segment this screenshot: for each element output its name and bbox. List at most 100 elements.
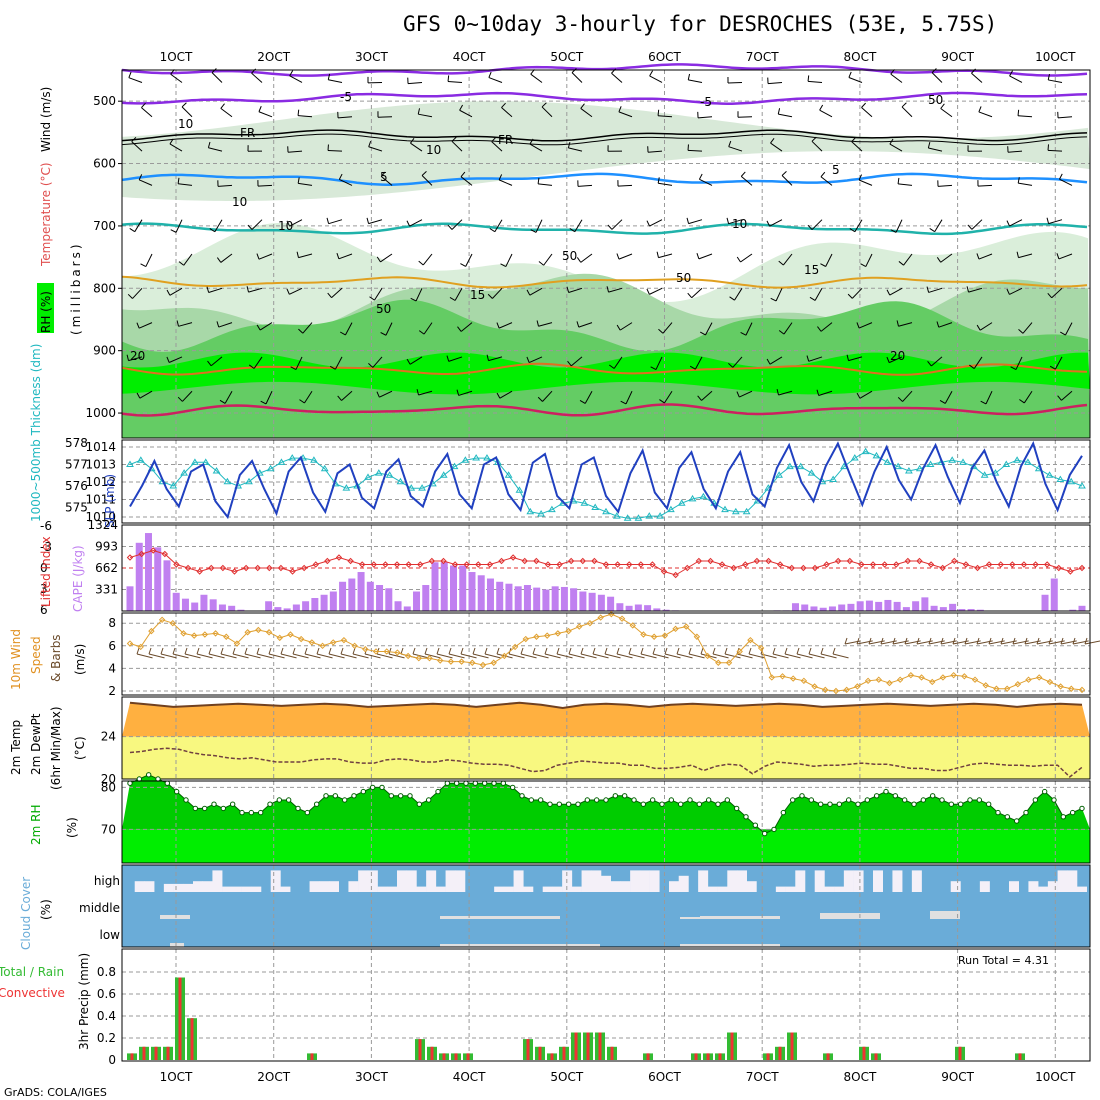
wind-barb — [465, 253, 473, 267]
precip-convective-bar — [874, 1053, 878, 1060]
wind-speed-point — [618, 615, 626, 622]
wind-barb — [782, 253, 793, 266]
wind-barb-feather — [410, 297, 417, 302]
wind-barb-feather — [219, 399, 226, 404]
cape-bar — [607, 596, 615, 611]
wind-speed-point — [832, 687, 840, 695]
wind-speed-point — [961, 673, 968, 680]
wind-barb-feather — [299, 399, 305, 404]
lifted-index-point — [684, 564, 691, 572]
rh2m-series-point — [939, 797, 945, 803]
thickness-line-point — [1002, 460, 1011, 467]
surface-barb — [736, 653, 753, 659]
lifted-index-point — [1032, 561, 1039, 568]
precip-convective-bar — [706, 1053, 710, 1060]
surface-barb — [172, 653, 189, 659]
wind-barb-feather — [890, 229, 897, 233]
wind-barb — [380, 253, 393, 263]
thickness-line-point — [905, 466, 913, 474]
slp-thickness-panel: 1014 1013 1012 1011 1010 578 577 576 575 1000~50… — [29, 344, 1091, 528]
wind-frame — [121, 612, 1091, 696]
lifted-index-point — [161, 550, 169, 558]
lifted-index-point — [846, 557, 854, 565]
wind-barb-feather — [980, 400, 987, 405]
wind-barb-feather — [770, 137, 775, 144]
precip-convective-bar — [154, 1046, 158, 1060]
wind-barb-feather — [418, 260, 424, 266]
millibars-ylabel: (millibars) — [69, 241, 83, 335]
precip-convective-bar — [310, 1053, 314, 1060]
lifted-index-point — [985, 561, 993, 568]
lifted-index-point — [962, 561, 970, 568]
wind-barb — [663, 390, 673, 404]
cape-bar — [283, 608, 291, 611]
wind-barb-feather — [138, 174, 143, 181]
lifted-index-point — [649, 561, 656, 568]
surface-barb-feather — [964, 637, 968, 645]
top-x-tick-label: 8OCT — [844, 50, 877, 64]
rh-legend-box — [37, 283, 54, 333]
thickness-line-point — [807, 469, 816, 476]
wind-barb-feather — [569, 228, 576, 233]
surface-barb-feather — [244, 647, 248, 655]
rh2m-series-point — [845, 797, 852, 803]
lifted-index-point — [428, 557, 436, 565]
wind-barb-feather — [526, 356, 530, 363]
rh2m-series-point — [425, 797, 432, 803]
wind-barb — [578, 322, 593, 328]
top-x-tick-label: 9OCT — [941, 50, 974, 64]
wind-barb-feather — [807, 224, 813, 230]
wind-barb — [781, 175, 793, 186]
wind-barb-feather — [849, 228, 856, 233]
rh2m-series-point — [472, 780, 479, 786]
wind-barb — [825, 253, 833, 267]
cape-bar — [496, 581, 504, 611]
cloud-high-gap — [1077, 886, 1087, 892]
wind-barb-feather — [1058, 173, 1063, 180]
rh2m-series-point — [192, 805, 199, 812]
rh2m-series-point — [659, 801, 665, 807]
rh2m-series-point — [789, 797, 796, 803]
wind-barb-feather — [297, 177, 300, 184]
temperature-contour — [121, 403, 1088, 417]
wind-ylabel-c: & Barbs — [49, 634, 63, 682]
wind-barb — [699, 178, 713, 186]
thickness-line-point — [829, 475, 838, 483]
wind-barb-feather — [1047, 73, 1050, 81]
wind-speed-point — [875, 676, 882, 683]
footer-credit: GrADS: COLA/IGES — [4, 1086, 107, 1099]
surface-barb — [340, 653, 357, 659]
cape-bar — [865, 600, 873, 611]
lifted-index-line — [126, 547, 1086, 579]
wind-barb — [649, 219, 663, 227]
cape-bar — [893, 601, 901, 611]
wind-barb-feather — [216, 257, 222, 263]
lifted-index-point — [579, 557, 586, 565]
wind-speed-point — [1078, 686, 1086, 694]
surface-barb-feather — [1048, 637, 1052, 645]
bottom-x-tick-label: 10OCT — [1035, 1070, 1076, 1084]
surface-barb-feather — [448, 647, 452, 655]
surface-barb-feather — [160, 647, 164, 655]
temperature-contour — [121, 91, 1088, 105]
surface-barb-feather — [484, 647, 488, 655]
lifted-index-point — [521, 557, 528, 565]
surface-barb-feather — [556, 647, 560, 655]
thickness-line-point — [169, 482, 178, 489]
wind-barb-feather — [856, 322, 860, 329]
cloud-panel: high middle low Cloud Cover (%) — [19, 864, 1091, 950]
rh2m-series-point — [519, 793, 525, 799]
surface-barb-feather — [784, 647, 788, 655]
wind-barb-feather — [456, 389, 460, 396]
wind-barb-feather — [886, 356, 890, 363]
lifted-index-point — [417, 561, 424, 568]
thickness-line-point — [223, 477, 232, 485]
lifted-index-point — [1009, 561, 1016, 568]
wind-barb — [940, 253, 953, 263]
wind-barb — [688, 79, 703, 83]
wind-speed-point — [779, 673, 786, 680]
wind-barb — [491, 141, 503, 152]
wind-grid — [122, 613, 1090, 695]
wind-barb — [218, 322, 233, 328]
surface-barb — [292, 653, 309, 659]
